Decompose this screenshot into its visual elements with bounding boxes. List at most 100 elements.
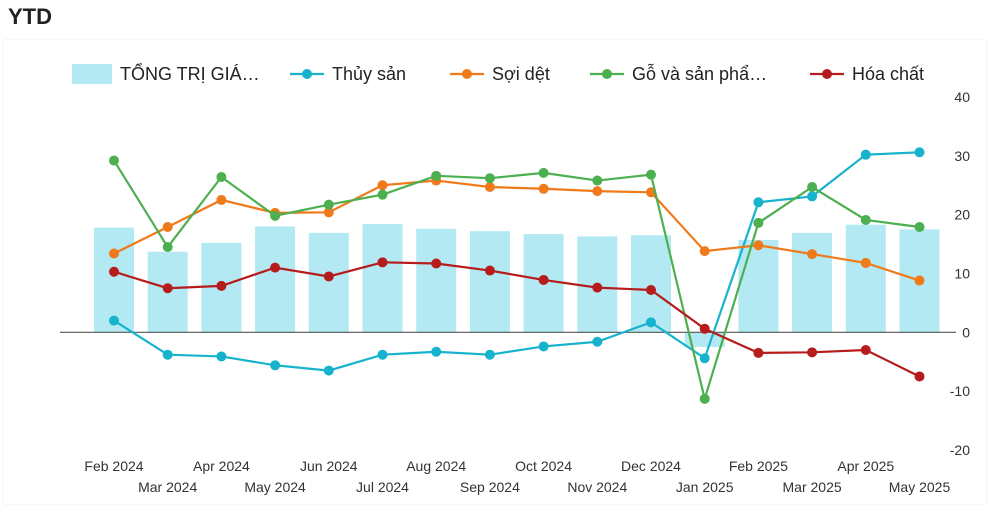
legend-item: Gỗ và sản phẩ… <box>590 63 767 84</box>
data-point <box>109 248 119 259</box>
data-point <box>109 155 119 166</box>
x-tick-label: Dec 2024 <box>621 458 681 474</box>
bar <box>362 224 403 333</box>
x-tick-label: Sep 2024 <box>460 479 520 495</box>
data-point <box>162 222 173 233</box>
y-tick-label: 10 <box>954 266 970 282</box>
data-point <box>270 210 281 221</box>
data-point <box>216 194 227 205</box>
data-point <box>914 275 925 286</box>
data-point <box>753 197 764 208</box>
bar <box>469 231 510 333</box>
combo-chart: -20 -10 0 10 20 30 40 Feb 2024 Mar 2024 Apr 2024… <box>60 63 970 495</box>
data-point <box>377 349 388 360</box>
data-point <box>753 240 764 251</box>
x-tick-label: Aug 2024 <box>406 458 466 474</box>
data-point <box>377 189 388 200</box>
bar <box>94 227 134 333</box>
legend-item: Thủy sản <box>290 64 406 84</box>
legend-label: Thủy sản <box>332 64 406 84</box>
bar <box>308 232 349 333</box>
y-tick-label: 30 <box>954 148 970 164</box>
x-tick-label: Mar 2024 <box>138 479 197 495</box>
series-line <box>113 159 920 404</box>
data-point <box>162 283 173 294</box>
data-point <box>646 317 656 328</box>
series-line <box>113 261 920 378</box>
data-point <box>592 186 603 197</box>
x-tick-label: Jul 2024 <box>356 479 409 495</box>
data-point <box>323 365 334 376</box>
legend-swatch <box>72 64 112 84</box>
legend-item: TỔNG TRỊ GIÁ… <box>72 63 260 84</box>
data-point <box>753 217 764 228</box>
page-title: YTD <box>8 4 52 29</box>
data-point <box>431 170 442 181</box>
x-axis: Feb 2024 Mar 2024 Apr 2024 May 2024 Jun 2024… <box>84 458 950 495</box>
data-point <box>914 222 925 233</box>
bar <box>845 224 886 333</box>
data-point <box>753 347 764 358</box>
data-point <box>109 266 119 277</box>
data-point <box>484 349 495 360</box>
data-point <box>860 214 871 225</box>
data-point <box>860 344 871 355</box>
legend: TỔNG TRỊ GIÁ… Thủy sản Sợi dệt Gỗ và sản ph… <box>72 63 924 84</box>
data-point <box>270 360 281 371</box>
data-point <box>484 173 495 184</box>
data-point <box>807 249 818 260</box>
data-point <box>109 315 119 326</box>
y-tick-label: 20 <box>954 207 970 223</box>
data-point <box>646 169 656 180</box>
legend-swatch-marker <box>302 69 312 79</box>
data-point <box>377 180 388 191</box>
data-point <box>860 149 871 160</box>
y-tick-label: 0 <box>962 324 970 340</box>
legend-label: Gỗ và sản phẩ… <box>632 63 767 84</box>
x-tick-label: Apr 2025 <box>837 458 894 474</box>
legend-item: Hóa chất <box>810 64 924 84</box>
series-line <box>113 151 920 372</box>
chart-card: -20 -10 0 10 20 30 40 Feb 2024 Mar 2024 Apr 2024… <box>4 40 986 504</box>
data-point <box>592 282 603 293</box>
data-point <box>323 271 334 282</box>
data-point <box>216 172 227 183</box>
data-point <box>431 346 442 357</box>
data-point <box>162 242 173 253</box>
legend-label: Hóa chất <box>852 64 924 84</box>
data-point <box>699 353 710 364</box>
series-line <box>113 179 920 282</box>
bar <box>684 332 725 348</box>
y-tick-label: 40 <box>954 89 970 105</box>
legend-label: TỔNG TRỊ GIÁ… <box>120 63 260 84</box>
bar <box>738 239 779 333</box>
data-point <box>914 371 925 382</box>
bar <box>792 232 833 333</box>
x-tick-label: Nov 2024 <box>567 479 627 495</box>
x-tick-label: Oct 2024 <box>515 458 572 474</box>
data-point <box>216 351 227 362</box>
data-point <box>699 246 710 257</box>
y-tick-label: -10 <box>950 383 970 399</box>
x-tick-label: Feb 2024 <box>84 458 143 474</box>
legend-swatch-marker <box>462 69 472 79</box>
data-point <box>484 265 495 276</box>
x-tick-label: Feb 2025 <box>729 458 788 474</box>
x-tick-label: May 2024 <box>244 479 306 495</box>
y-axis: -20 -10 0 10 20 30 40 <box>950 89 970 458</box>
data-point <box>538 167 549 178</box>
data-point <box>216 280 227 291</box>
data-point <box>162 349 173 360</box>
data-point <box>592 336 603 347</box>
data-point <box>323 207 334 218</box>
data-point <box>377 257 388 268</box>
data-point <box>592 175 603 186</box>
data-point <box>807 191 818 202</box>
bar <box>255 226 296 333</box>
x-tick-label: Mar 2025 <box>783 479 842 495</box>
data-point <box>431 258 442 269</box>
legend-item: Sợi dệt <box>450 64 550 84</box>
legend-swatch-marker <box>822 69 832 79</box>
bar <box>631 235 671 333</box>
legend-swatch-marker <box>602 69 612 79</box>
